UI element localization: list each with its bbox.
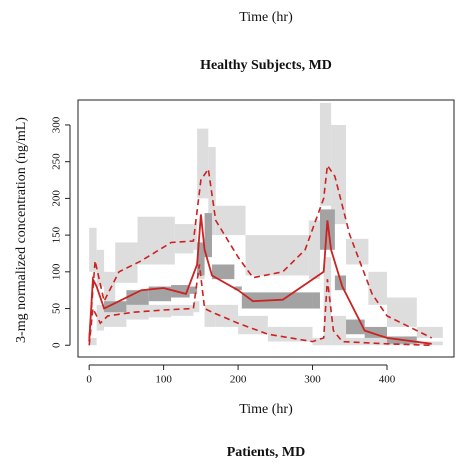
- y-tick-label: 100: [51, 263, 63, 280]
- interval-band: [312, 337, 324, 346]
- median-line: [88, 214, 432, 345]
- interval-band: [148, 304, 172, 318]
- interval-band: [204, 213, 213, 258]
- interval-band: [96, 249, 105, 287]
- footer-title: Patients, MD: [227, 445, 306, 460]
- interval-band: [346, 337, 387, 346]
- plot-frame: [77, 99, 455, 358]
- percentile-line: [88, 264, 432, 347]
- interval-band: [267, 326, 313, 342]
- interval-band: [171, 304, 194, 316]
- interval-band: [308, 220, 320, 280]
- header-label: Time (hr): [239, 10, 293, 25]
- x-tick-label: 0: [86, 374, 92, 386]
- interval-band: [197, 128, 209, 199]
- interval-band: [137, 216, 175, 265]
- x-tick-label: 200: [230, 374, 247, 386]
- interval-band: [89, 227, 97, 272]
- y-tick-label: 200: [51, 190, 63, 207]
- y-tick-label: 300: [51, 116, 63, 133]
- interval-band: [189, 286, 198, 294]
- y-tick-label: 250: [51, 153, 63, 170]
- interval-band: [148, 286, 172, 302]
- interval-band: [215, 304, 239, 327]
- y-tick-label: 150: [51, 226, 63, 243]
- interval-band: [368, 271, 387, 305]
- chart-title: Healthy Subjects, MD: [200, 58, 332, 73]
- interval-band: [245, 235, 309, 276]
- y-tick-label: 0: [51, 342, 63, 348]
- interval-band: [197, 242, 205, 276]
- interval-band: [104, 301, 127, 313]
- interval-band: [331, 315, 347, 346]
- interval-band: [364, 326, 387, 338]
- interval-band: [215, 205, 246, 236]
- interval-band: [319, 102, 332, 206]
- interval-band: [331, 124, 347, 225]
- interval-band: [96, 304, 105, 331]
- interval-band: [212, 264, 235, 280]
- x-tick-label: 300: [304, 374, 321, 386]
- interval-band: [416, 326, 443, 338]
- y-axis-label: 3-mg normalized concentration (ng/mL): [14, 117, 29, 343]
- x-axis-label: Time (hr): [239, 402, 293, 417]
- interval-band: [238, 315, 268, 335]
- interval-band: [346, 238, 369, 265]
- interval-band: [386, 297, 417, 327]
- interval-band: [193, 301, 200, 313]
- interval-band: [193, 224, 198, 250]
- interval-band: [204, 304, 216, 327]
- y-tick-label: 50: [51, 303, 63, 315]
- percentile-line: [88, 163, 433, 339]
- interval-band: [104, 271, 116, 302]
- interval-band: [115, 242, 138, 283]
- interval-band: [174, 224, 194, 254]
- interval-band: [323, 257, 332, 346]
- interval-band: [234, 286, 242, 291]
- x-tick-label: 100: [155, 374, 172, 386]
- x-tick-label: 400: [379, 374, 396, 386]
- interval-band: [312, 292, 320, 309]
- interval-band: [89, 337, 97, 346]
